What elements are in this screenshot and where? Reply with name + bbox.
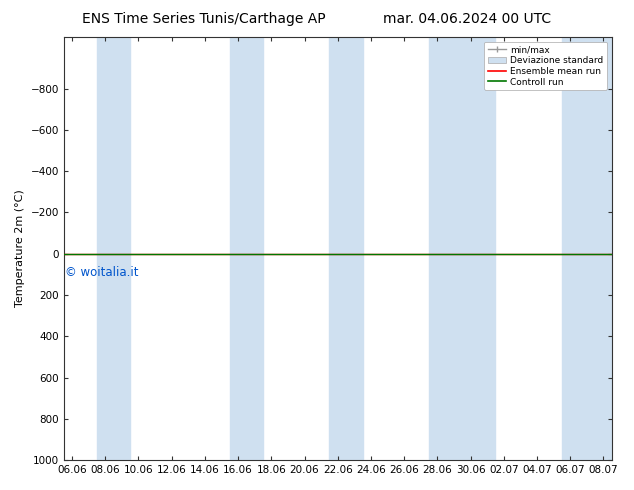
Bar <box>330 37 363 460</box>
Text: mar. 04.06.2024 00 UTC: mar. 04.06.2024 00 UTC <box>384 12 552 26</box>
Bar <box>230 37 263 460</box>
Bar <box>562 37 595 460</box>
Text: ENS Time Series Tunis/Carthage AP: ENS Time Series Tunis/Carthage AP <box>82 12 326 26</box>
Y-axis label: Temperature 2m (°C): Temperature 2m (°C) <box>15 190 25 307</box>
Text: © woitalia.it: © woitalia.it <box>65 266 139 279</box>
Bar <box>595 37 620 460</box>
Legend: min/max, Deviazione standard, Ensemble mean run, Controll run: min/max, Deviazione standard, Ensemble m… <box>484 42 607 90</box>
Bar <box>97 37 130 460</box>
Bar <box>429 37 495 460</box>
